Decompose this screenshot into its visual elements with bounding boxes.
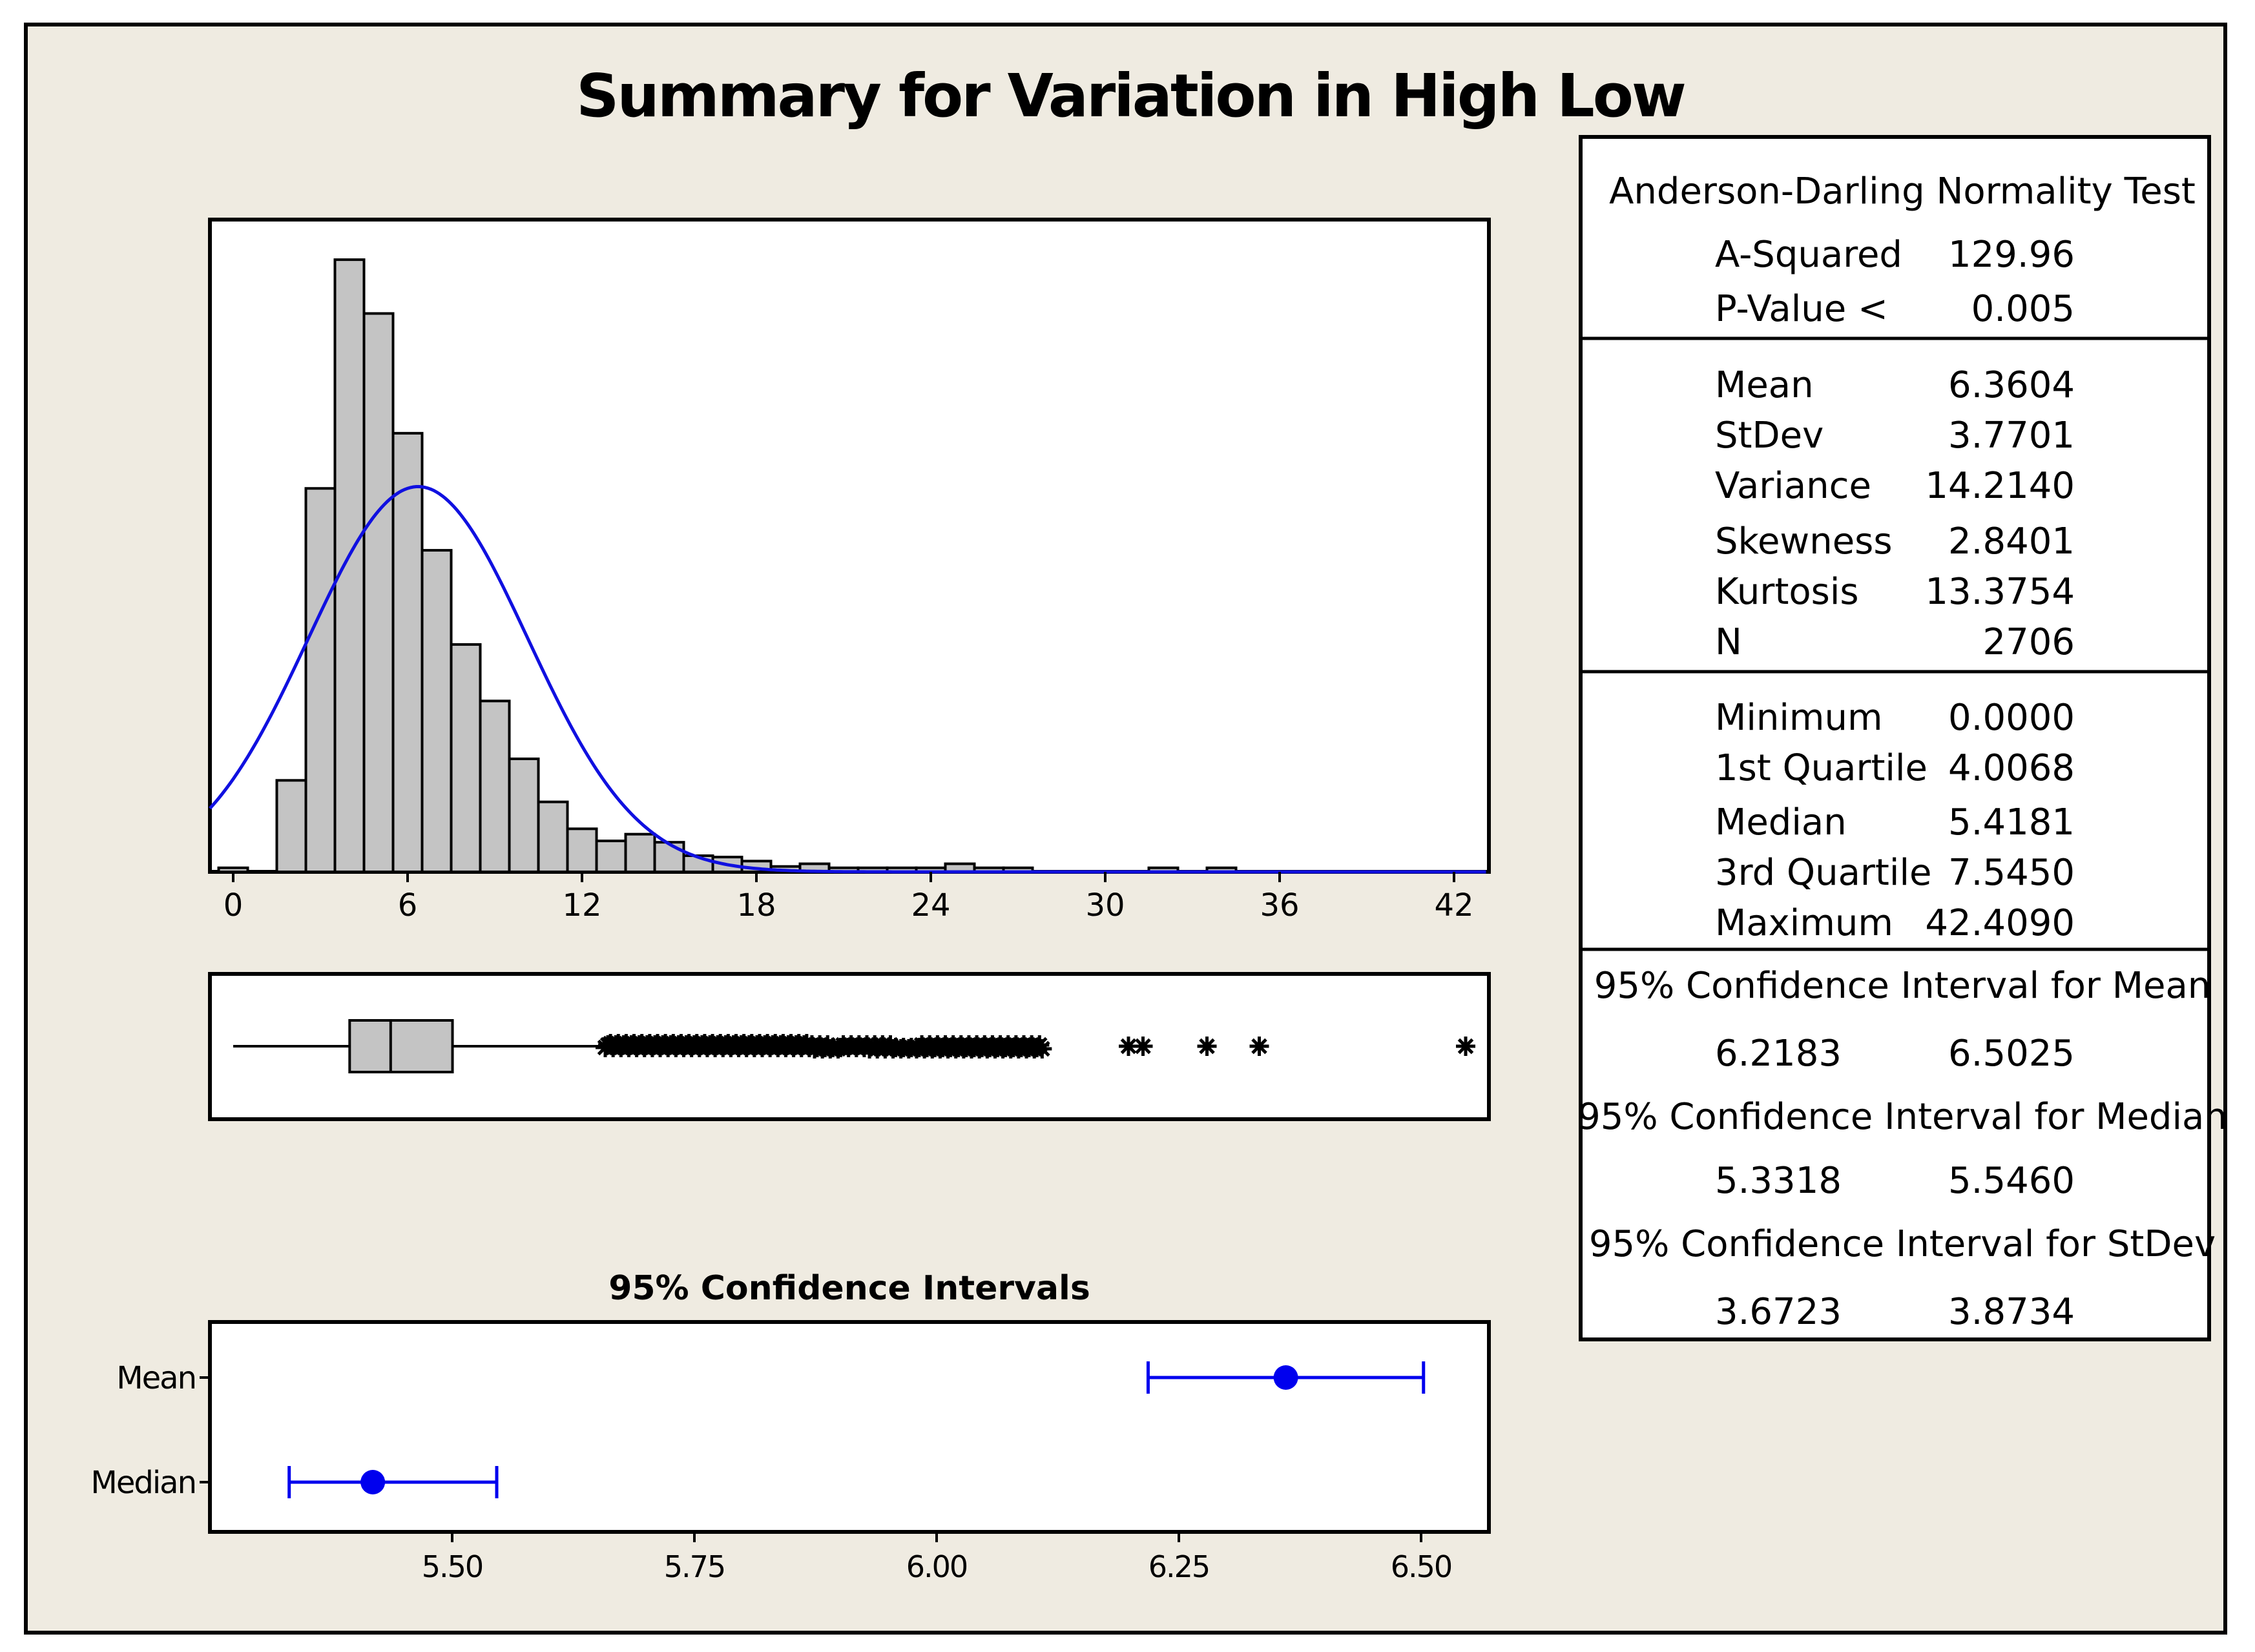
- outlier-point: [1119, 1037, 1138, 1056]
- histogram-bar: [333, 258, 366, 874]
- x-tick-label: 24: [911, 887, 950, 924]
- stat-label: Skewness: [1715, 521, 1893, 563]
- histogram-x-axis: 0 6 12 18 24 30 36 42: [223, 872, 1474, 924]
- stat-label: P-Value <: [1715, 288, 1888, 330]
- ci-low-value: 3.6723: [1715, 1291, 1842, 1333]
- stat-label: N: [1715, 621, 1742, 663]
- x-tick-label: 6.25: [1148, 1549, 1209, 1584]
- histogram-bars: [217, 258, 1238, 874]
- ci-panel: [208, 1320, 1491, 1534]
- stat-value: 0.005: [1971, 288, 2075, 330]
- stat-label: Median: [1715, 801, 1847, 843]
- stat-value: 129.96: [1948, 234, 2075, 276]
- ci-heading: 95% Confidence Interval for Median: [1577, 1096, 2227, 1138]
- histogram-bar: [566, 827, 598, 874]
- statistics-table: Anderson-Darling Normality Test A-Square…: [1577, 135, 2227, 1341]
- stat-label: Minimum: [1715, 697, 1883, 739]
- stat-value: 5.4181: [1948, 801, 2075, 843]
- stats-table-border: [1579, 135, 2211, 1341]
- histogram-bar: [421, 549, 453, 873]
- histogram-bar: [391, 431, 424, 873]
- histogram-bar: [653, 841, 685, 873]
- normal-fit-curve: [209, 485, 1486, 874]
- histogram-bar: [217, 866, 249, 873]
- histogram-bar: [362, 312, 395, 873]
- ci-chart-title: 95% Confidence Intervals: [608, 1269, 1090, 1308]
- ci-low-value: 6.2183: [1715, 1033, 1842, 1075]
- histogram-bar: [624, 832, 656, 873]
- stat-value: 14.2140: [1925, 465, 2075, 507]
- stat-value: 4.0068: [1948, 747, 2075, 789]
- ci-estimate-point: [1273, 1365, 1298, 1390]
- stat-label: A-Squared: [1715, 234, 1902, 276]
- x-tick-label: 0: [223, 887, 244, 924]
- stat-label: 3rd Quartile: [1715, 852, 1931, 894]
- stat-value: 0.0000: [1948, 697, 2075, 739]
- ci-low-value: 5.3318: [1715, 1160, 1842, 1202]
- x-tick-label: 5.75: [664, 1549, 725, 1584]
- outlier-point: [1456, 1037, 1475, 1056]
- x-tick-label: 6: [398, 887, 418, 924]
- x-tick-label: 6.00: [906, 1549, 967, 1584]
- histogram-bar: [479, 699, 511, 873]
- stat-label: StDev: [1715, 415, 1824, 457]
- outlier-point: [1133, 1037, 1153, 1056]
- ci-high-value: 6.5025: [1948, 1033, 2075, 1075]
- ad-test-heading: Anderson-Darling Normality Test: [1609, 170, 2196, 212]
- stat-label: Kurtosis: [1715, 571, 1859, 613]
- x-tick-label: 5.50: [422, 1549, 483, 1584]
- outlier-point: [1249, 1037, 1269, 1056]
- x-tick-label: 6.50: [1391, 1549, 1451, 1584]
- histogram-bar: [450, 643, 482, 874]
- ci-heading: 95% Confidence Interval for StDev: [1589, 1223, 2216, 1265]
- stat-label: Variance: [1715, 465, 1871, 507]
- histogram-bar: [537, 800, 569, 873]
- x-tick-label: 30: [1085, 887, 1125, 924]
- stat-value: 42.4090: [1925, 902, 2075, 944]
- stat-value: 13.3754: [1925, 571, 2075, 613]
- stat-value: 7.5450: [1948, 852, 2075, 894]
- histogram-bar: [304, 487, 337, 873]
- figure-title: Summary for Variation in High Low: [576, 61, 1685, 130]
- ci-estimate-point: [360, 1470, 386, 1494]
- outlier-cluster: [596, 1034, 1052, 1058]
- stat-label: 1st Quartile: [1715, 747, 1928, 789]
- x-tick-label: 18: [736, 887, 776, 924]
- ci-high-value: 3.8734: [1948, 1291, 2075, 1333]
- histogram-bar: [275, 779, 307, 874]
- confidence-interval-plot: Mean Median 5.50 5.75 6.00 6.25 6.50: [90, 1360, 1453, 1584]
- stat-value: 2706: [1982, 621, 2075, 663]
- ci-heading: 95% Confidence Interval for Mean: [1594, 965, 2211, 1007]
- stat-value: 6.3604: [1948, 364, 2075, 406]
- stat-value: 2.8401: [1948, 521, 2075, 563]
- stat-label: Mean: [1715, 364, 1814, 406]
- iqr-box: [348, 1019, 454, 1073]
- ci-category-label: Median: [90, 1465, 196, 1501]
- stat-label: Maximum: [1715, 902, 1893, 944]
- outlier-point: [1197, 1037, 1217, 1056]
- boxplot: [233, 1019, 1475, 1073]
- stat-value: 3.7701: [1948, 415, 2075, 457]
- x-tick-label: 42: [1434, 887, 1473, 924]
- histogram-bar: [595, 840, 627, 874]
- x-tick-label: 12: [562, 887, 601, 924]
- histogram-bar: [508, 758, 540, 873]
- ci-category-label: Mean: [116, 1360, 196, 1396]
- ci-high-value: 5.5460: [1948, 1160, 2075, 1202]
- x-tick-label: 36: [1260, 887, 1299, 924]
